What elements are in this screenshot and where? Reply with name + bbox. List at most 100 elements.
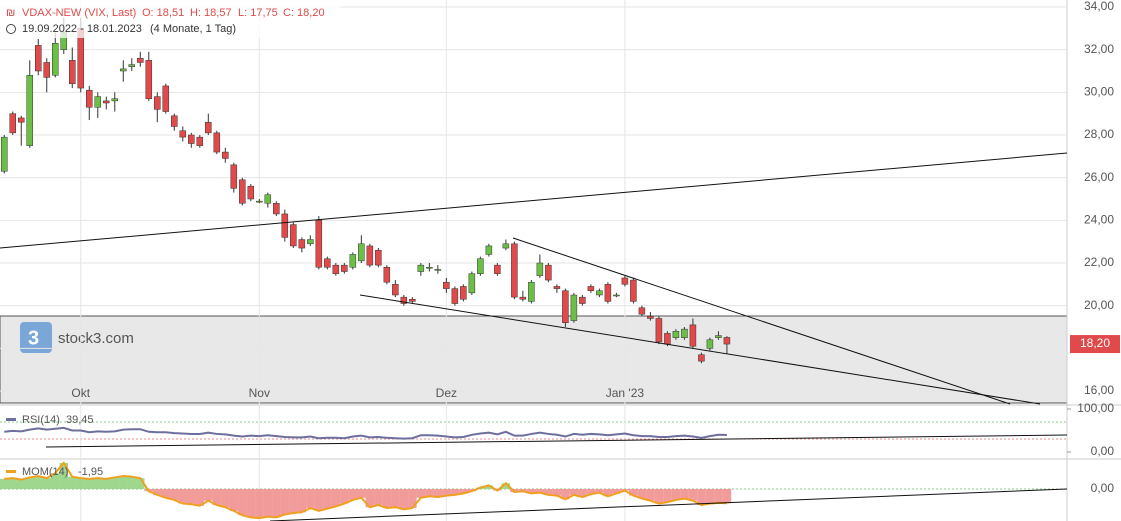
x-tick-label: Okt: [71, 386, 90, 400]
candle-body: [443, 281, 450, 289]
rsi-tick-label: 0,00: [1091, 444, 1115, 458]
mom-area: [569, 489, 579, 495]
mom-area: [357, 489, 366, 498]
candle-body: [94, 96, 102, 108]
mom-area: [161, 489, 171, 498]
candle-body: [706, 339, 714, 349]
mom-area: [263, 489, 273, 517]
last-price-label: 18,20: [1080, 336, 1110, 350]
mom-area: [544, 489, 553, 495]
mom-area: [595, 489, 604, 493]
candle-body: [621, 277, 629, 285]
trendline: [269, 488, 1068, 521]
mom-area: [561, 489, 570, 500]
candle-body: [681, 328, 688, 338]
header-bg: [0, 0, 340, 38]
mom-area: [586, 489, 596, 495]
candle-body: [664, 333, 671, 345]
candle-body: [239, 179, 246, 204]
mom-swatch: [6, 470, 16, 473]
mom-area: [646, 489, 655, 501]
candle-body: [460, 286, 467, 300]
mom-area: [212, 489, 222, 506]
candle-body: [647, 316, 654, 319]
candle-body: [162, 85, 170, 112]
mom-area: [442, 489, 451, 496]
candle-body: [587, 286, 595, 291]
y-tick-label: 32,00: [1084, 42, 1114, 56]
candle-body: [273, 203, 280, 215]
header-icon: ₪: [6, 7, 15, 19]
period: (4 Monate, 1 Tag): [150, 23, 236, 35]
mom-area: [637, 489, 647, 499]
candle-body: [468, 273, 476, 294]
candle-body: [1, 136, 8, 172]
mom-line: [4, 461, 727, 520]
mom-area: [535, 489, 545, 493]
candle-body: [35, 45, 42, 72]
open: O: 18,51: [142, 7, 184, 19]
rsi-swatch: [6, 418, 16, 421]
y-tick-label: 28,00: [1084, 127, 1114, 141]
candle-body: [358, 243, 365, 262]
y-tick-label: 20,00: [1084, 298, 1114, 312]
mom-area: [714, 489, 723, 503]
candle-body: [579, 296, 586, 304]
trendline: [512, 237, 1011, 405]
mom-area: [697, 489, 706, 506]
candle-body: [26, 75, 34, 146]
mom-name: MOM(14): [22, 466, 68, 478]
candle-body: [570, 294, 578, 321]
y-tick-label: 22,00: [1084, 255, 1114, 269]
mom-area: [484, 485, 494, 490]
candle-body: [256, 200, 263, 203]
instrument: VDAX-NEW (VIX, Last): [22, 7, 136, 19]
trendline: [45, 434, 1068, 448]
mom-area: [510, 489, 519, 492]
mom-area: [255, 489, 264, 519]
candle-body: [128, 64, 136, 67]
candle-body: [545, 264, 552, 281]
candle-body: [630, 279, 637, 302]
mom-area: [680, 489, 689, 499]
mom-area: [289, 489, 298, 514]
candle-body: [332, 264, 340, 274]
high: H: 18,57: [190, 7, 232, 19]
mom-area: [450, 489, 460, 495]
y-tick-label: 30,00: [1084, 85, 1114, 99]
rsi-tick-label: 100,00: [1077, 401, 1114, 415]
candle-body: [519, 296, 527, 300]
candle-body: [213, 132, 221, 153]
mom-last: -1,95: [78, 466, 103, 478]
mom-area: [374, 489, 383, 506]
candle-body: [638, 307, 646, 315]
candle-body: [86, 89, 93, 108]
candle-body: [341, 264, 348, 272]
candle-body: [485, 245, 493, 255]
mom-area: [110, 477, 120, 490]
x-tick-label: Dez: [436, 386, 457, 400]
mom-area: [382, 489, 392, 508]
candle-body: [511, 243, 518, 298]
candle-body: [69, 60, 76, 85]
candle-body: [392, 284, 399, 296]
candle-body: [43, 62, 51, 78]
mom-area: [280, 489, 290, 515]
mom-area: [663, 489, 672, 503]
mom-area: [314, 489, 324, 511]
candle-body: [698, 354, 705, 362]
mom-area: [127, 476, 137, 490]
y-tick-label: 16,00: [1084, 383, 1114, 397]
candle-body: [154, 96, 161, 110]
mom-area: [340, 489, 349, 504]
mom-area: [246, 489, 256, 518]
last-price-box: [1070, 335, 1120, 354]
mom-area: [238, 489, 247, 516]
candle-body: [383, 267, 391, 283]
candle-body: [655, 318, 663, 343]
mom-area: [68, 476, 77, 490]
candle-body: [536, 262, 544, 277]
x-tick-label: Jan '23: [606, 386, 645, 400]
mom-area: [34, 475, 43, 490]
mom-area: [229, 489, 239, 511]
